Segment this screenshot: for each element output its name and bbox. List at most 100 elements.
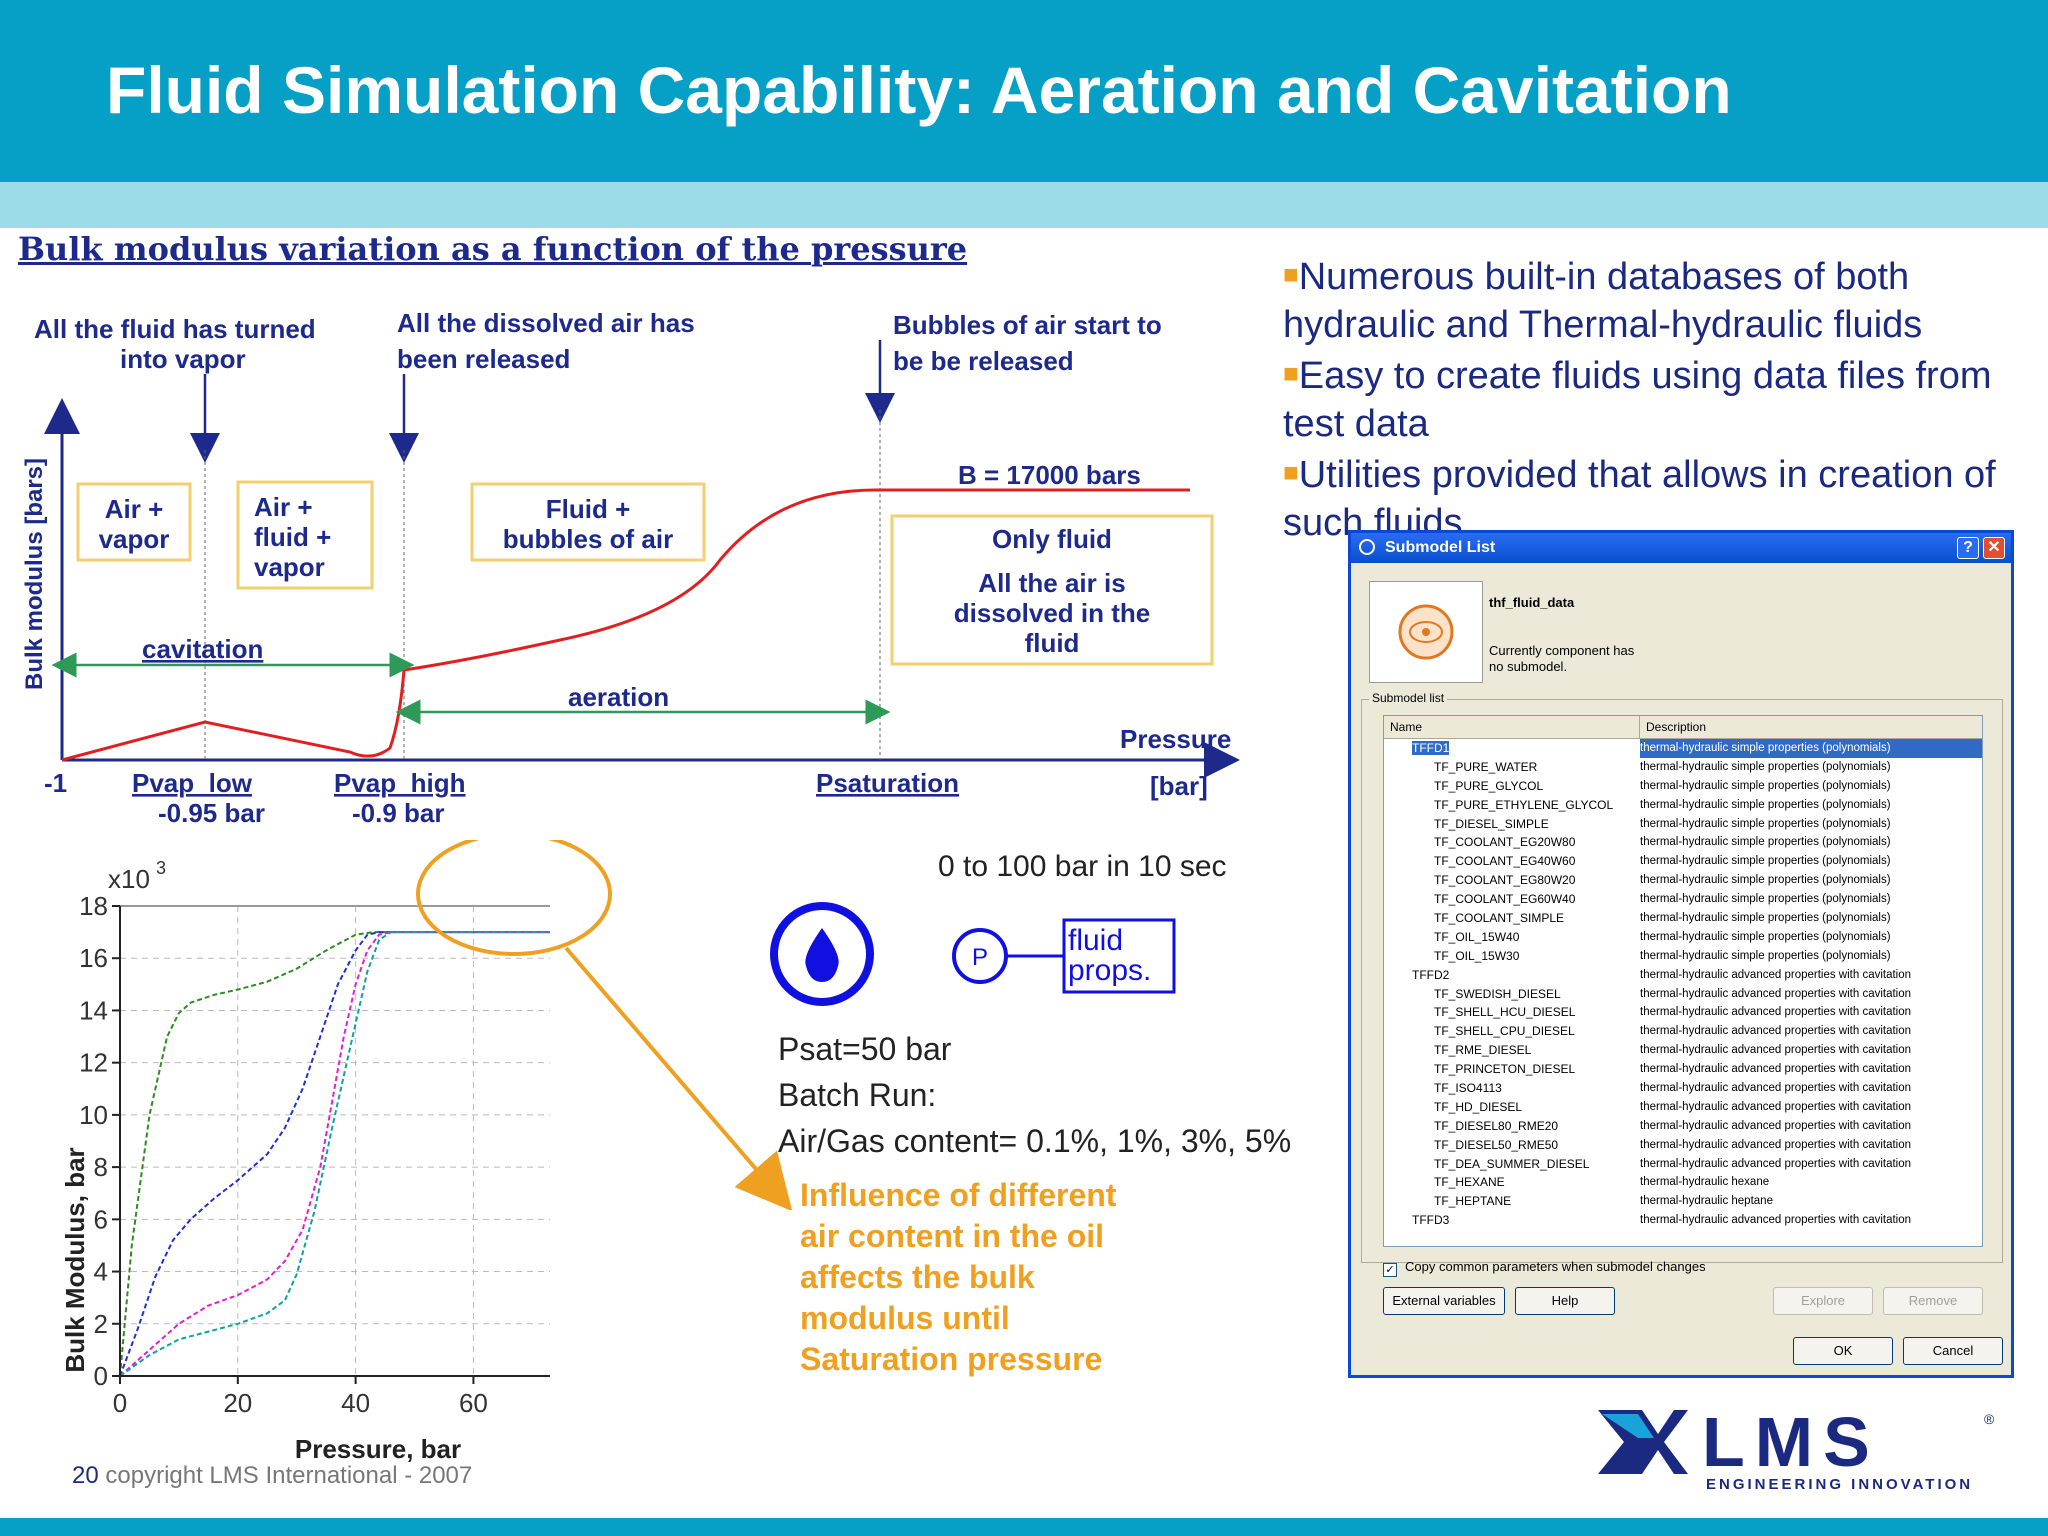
simulation-panel: 0 to 100 bar in 10 sec P fluid props. Ps… [770, 850, 1291, 1377]
bullet-text: Easy to create fluids using data files f… [1283, 355, 1992, 445]
pressure-symbol: P [972, 944, 988, 971]
list-item[interactable]: TF_PURE_ETHYLENE_GLYCOL thermal-hydraulic… [1384, 796, 1982, 815]
list-item-description: thermal-hydraulic simple properties (pol… [1640, 798, 1891, 811]
list-item-name: TF_SHELL_HCU_DIESEL [1384, 1003, 1640, 1022]
y-tick-label: 14 [79, 995, 108, 1025]
list-item-description: thermal-hydraulic simple properties (pol… [1640, 912, 1891, 925]
list-item-name-text: TF_DIESEL80_RME20 [1434, 1118, 1559, 1133]
list-item[interactable]: TFFD1 thermal-hydraulic simple properties… [1384, 739, 1982, 758]
cancel-button[interactable]: Cancel [1903, 1337, 2003, 1365]
annot-released-line2: been released [397, 344, 570, 374]
x-tick-label: 40 [341, 1388, 370, 1418]
list-item[interactable]: TF_ISO4113 thermal-hydraulic advanced pro… [1384, 1079, 1982, 1098]
fluid-props-line1: fluid [1068, 924, 1123, 957]
list-item-name: TF_PURE_WATER [1384, 758, 1640, 777]
list-item[interactable]: TF_PURE_GLYCOL thermal-hydraulic simple p… [1384, 777, 1982, 796]
remove-button[interactable]: Remove [1883, 1287, 1983, 1315]
tick-pvap-low-value: -0.95 bar [158, 798, 265, 828]
list-item-description: thermal-hydraulic advanced properties wi… [1640, 1006, 1912, 1019]
list-item[interactable]: TF_COOLANT_SIMPLE thermal-hydraulic simpl… [1384, 909, 1982, 928]
list-item[interactable]: TF_PURE_WATER thermal-hydraulic simple pr… [1384, 758, 1982, 777]
copy-params-checkbox[interactable]: ✓ Copy common parameters when submodel ch… [1383, 1259, 1706, 1277]
copyright-text: copyright LMS International - 2007 [105, 1462, 473, 1489]
fluid-props-line2: props. [1068, 954, 1151, 987]
submodel-list[interactable]: Name Description TFFD1 thermal-hydraulic … [1383, 715, 1983, 1247]
list-item-description: thermal-hydraulic simple properties (pol… [1640, 855, 1891, 868]
list-item-name-text: TF_PRINCETON_DIESEL [1434, 1062, 1576, 1077]
influence-line: air content in the oil [800, 1218, 1104, 1254]
region-dissolved-line2: dissolved in the [954, 598, 1151, 628]
list-item[interactable]: TF_DIESEL_SIMPLE thermal-hydraulic simple… [1384, 815, 1982, 834]
external-variables-button[interactable]: External variables [1383, 1287, 1505, 1315]
bulk-modulus-diagram: Bulk modulus [bars] All the fluid has tu… [21, 308, 1240, 828]
list-item-description: thermal-hydraulic advanced properties wi… [1640, 1119, 1912, 1132]
influence-line: modulus until [800, 1300, 1010, 1336]
lms-x-mark-icon [1598, 1410, 1688, 1474]
list-item-name-text: TF_HD_DIESEL [1434, 1099, 1523, 1114]
list-item[interactable]: TF_COOLANT_EG20W80 thermal-hydraulic simp… [1384, 833, 1982, 852]
list-item[interactable]: TF_RME_DIESEL thermal-hydraulic advanced … [1384, 1041, 1982, 1060]
aeration-label: aeration [568, 682, 669, 712]
list-item-name: TF_PURE_ETHYLENE_GLYCOL [1384, 796, 1640, 815]
bullet-square-icon: ■ [1283, 259, 1299, 289]
list-item[interactable]: TF_OIL_15W30 thermal-hydraulic simple pro… [1384, 947, 1982, 966]
influence-line: Saturation pressure [800, 1341, 1102, 1377]
list-item-name: TF_COOLANT_SIMPLE [1384, 909, 1640, 928]
list-item[interactable]: TF_OIL_15W40 thermal-hydraulic simple pro… [1384, 928, 1982, 947]
list-item-description: thermal-hydraulic advanced properties wi… [1640, 1100, 1912, 1113]
column-header-description[interactable]: Description [1646, 720, 1707, 734]
list-item[interactable]: TFFD2 thermal-hydraulic advanced properti… [1384, 966, 1982, 985]
list-item[interactable]: TF_COOLANT_EG80W20 thermal-hydraulic simp… [1384, 871, 1982, 890]
list-item-name-text: TF_PURE_WATER [1434, 759, 1538, 774]
list-item-name: TF_RME_DIESEL [1384, 1041, 1640, 1060]
lms-logo: LMS ® [1598, 1404, 1995, 1474]
list-item-name-text: TF_HEPTANE [1434, 1194, 1512, 1209]
bullet-item: ■Easy to create fluids using data files … [1283, 349, 2043, 448]
list-item-description: thermal-hydraulic simple properties (pol… [1640, 930, 1891, 943]
list-item-name: TF_PRINCETON_DIESEL [1384, 1060, 1640, 1079]
list-item-name-text: TF_SHELL_CPU_DIESEL [1434, 1024, 1575, 1039]
explore-button[interactable]: Explore [1773, 1287, 1873, 1315]
diagram-ylabel: Bulk modulus [bars] [21, 458, 48, 690]
y-tick-label: 8 [94, 1152, 108, 1182]
list-item[interactable]: TF_HD_DIESEL thermal-hydraulic advanced p… [1384, 1098, 1982, 1117]
batch-text: Batch Run: [778, 1077, 936, 1113]
dialog-titlebar[interactable]: Submodel List ? ✕ [1351, 533, 2011, 563]
list-item[interactable]: TF_DEA_SUMMER_DIESEL thermal-hydraulic ad… [1384, 1155, 1982, 1174]
list-item[interactable]: TF_SHELL_CPU_DIESEL thermal-hydraulic adv… [1384, 1022, 1982, 1041]
column-header-name[interactable]: Name [1384, 716, 1640, 738]
ok-button[interactable]: OK [1793, 1337, 1893, 1365]
x-tick-label: 60 [459, 1388, 488, 1418]
help-question-icon[interactable]: ? [1957, 537, 1979, 559]
annot-bubbles-line1: Bubbles of air start to [893, 310, 1162, 340]
list-item[interactable]: TF_DIESEL50_RME50 thermal-hydraulic advan… [1384, 1136, 1982, 1155]
list-item[interactable]: TF_HEXANE thermal-hydraulic hexane [1384, 1173, 1982, 1192]
list-item[interactable]: TF_HEPTANE thermal-hydraulic heptane [1384, 1192, 1982, 1211]
air-content-text: Air/Gas content= 0.1%, 1%, 3%, 5% [778, 1123, 1291, 1159]
list-item-name: TF_ISO4113 [1384, 1079, 1640, 1098]
list-item[interactable]: TF_DIESEL80_RME20 thermal-hydraulic advan… [1384, 1117, 1982, 1136]
bullet-square-icon: ■ [1283, 358, 1299, 388]
list-item[interactable]: TFFD3 thermal-hydraulic advanced properti… [1384, 1211, 1982, 1230]
diagram-heading: Bulk modulus variation as a function of … [18, 230, 968, 268]
list-item-description: thermal-hydraulic simple properties (pol… [1640, 893, 1891, 906]
list-item[interactable]: TF_COOLANT_EG40W60 thermal-hydraulic simp… [1384, 852, 1982, 871]
x-tick-label: 20 [223, 1388, 252, 1418]
list-item-name: TF_SHELL_CPU_DIESEL [1384, 1022, 1640, 1041]
list-item-description: thermal-hydraulic simple properties (pol… [1640, 760, 1891, 773]
submodel-group-label: Submodel list [1369, 691, 1448, 705]
list-item[interactable]: TF_COOLANT_EG60W40 thermal-hydraulic simp… [1384, 890, 1982, 909]
region-afv-line1: Air + [254, 492, 313, 522]
close-icon[interactable]: ✕ [1983, 537, 2005, 559]
list-item[interactable]: TF_SHELL_HCU_DIESEL thermal-hydraulic adv… [1384, 1003, 1982, 1022]
list-item-description: thermal-hydraulic simple properties (pol… [1640, 779, 1891, 792]
list-item-name: TFFD1 [1384, 739, 1640, 758]
help-button[interactable]: Help [1515, 1287, 1615, 1315]
region-fb-line1: Fluid + [546, 494, 631, 524]
bullet-text: Numerous built-in databases of both hydr… [1283, 256, 1923, 346]
list-item-description: thermal-hydraulic simple properties (pol… [1640, 949, 1891, 962]
list-item-name: TF_COOLANT_EG40W60 [1384, 852, 1640, 871]
list-item[interactable]: TF_PRINCETON_DIESEL thermal-hydraulic adv… [1384, 1060, 1982, 1079]
checkbox-check-icon[interactable]: ✓ [1383, 1263, 1397, 1277]
list-item[interactable]: TF_SWEDISH_DIESEL thermal-hydraulic advan… [1384, 985, 1982, 1004]
